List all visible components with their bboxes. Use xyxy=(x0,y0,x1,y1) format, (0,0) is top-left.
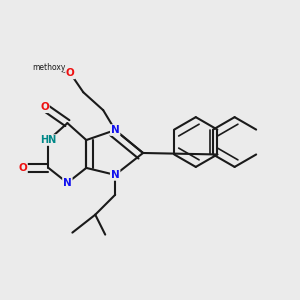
Text: N: N xyxy=(63,178,72,188)
Text: O: O xyxy=(66,68,75,78)
Text: N: N xyxy=(111,125,119,135)
Text: methoxy: methoxy xyxy=(32,63,65,72)
Text: O: O xyxy=(18,163,27,173)
Text: O: O xyxy=(40,102,49,112)
Text: HN: HN xyxy=(40,135,57,145)
Text: N: N xyxy=(111,170,119,180)
